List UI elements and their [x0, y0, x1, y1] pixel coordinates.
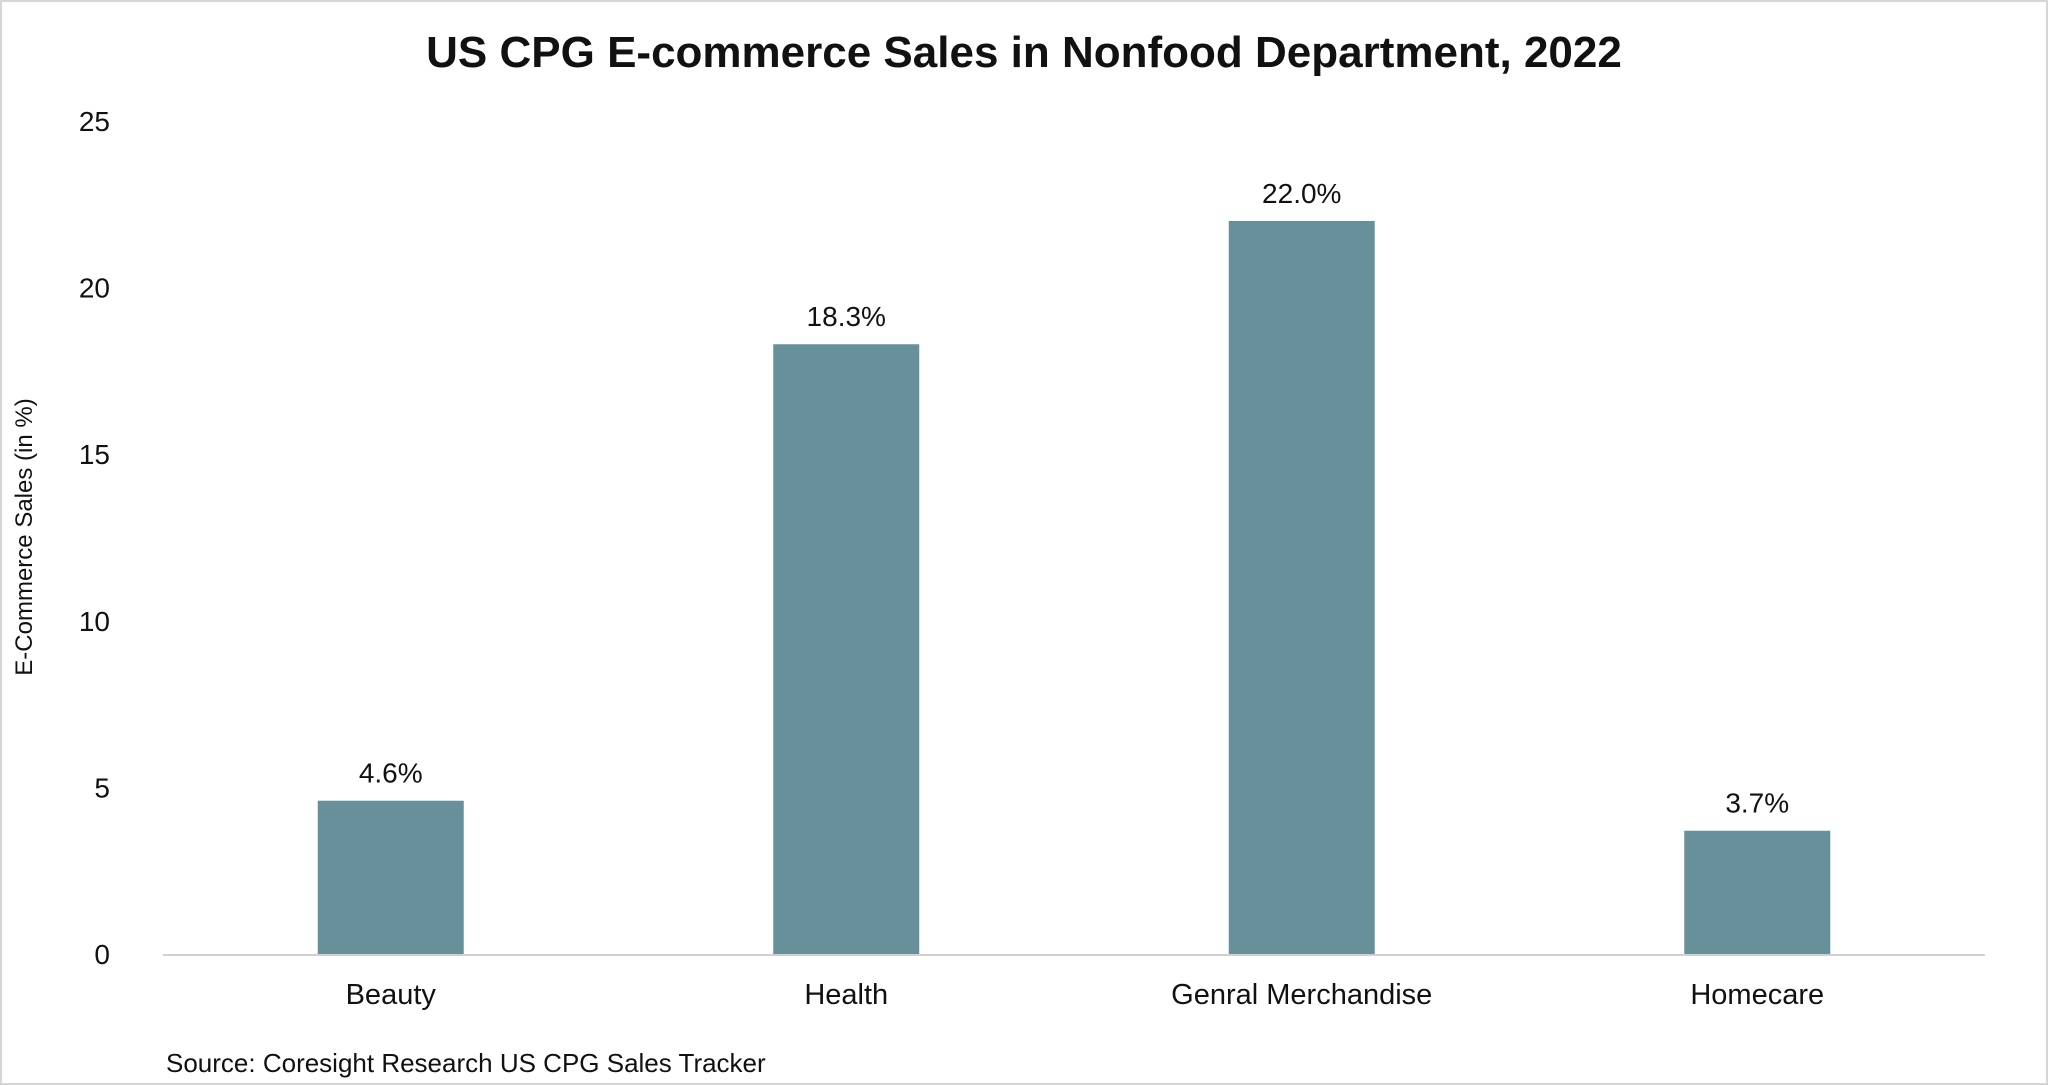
x-tick-label: Homecare	[1690, 979, 1824, 1011]
y-tick-label: 20	[79, 273, 110, 304]
data-label: 22.0%	[1262, 178, 1341, 209]
y-tick-label: 5	[94, 772, 110, 803]
y-tick-label: 15	[79, 439, 110, 470]
y-tick-label: 0	[94, 939, 110, 970]
x-tick-label: Beauty	[346, 979, 437, 1011]
x-tick-label: Genral Merchandise	[1171, 979, 1432, 1011]
data-label: 4.6%	[359, 758, 423, 789]
y-axis-label: E-Commerce Sales (in %)	[11, 398, 38, 675]
data-label: 18.3%	[807, 301, 886, 332]
y-tick-label: 10	[79, 606, 110, 637]
data-label: 3.7%	[1725, 788, 1789, 819]
bar-health	[773, 344, 920, 954]
bar-genral-merchandise	[1228, 220, 1375, 954]
source-note: Source: Coresight Research US CPG Sales …	[166, 1048, 766, 1078]
y-tick-label: 25	[79, 106, 110, 137]
x-tick-label: Health	[804, 979, 888, 1011]
bar-homecare	[1684, 830, 1831, 954]
bar-beauty	[317, 800, 464, 954]
chart-title: US CPG E-commerce Sales in Nonfood Depar…	[426, 28, 1622, 77]
